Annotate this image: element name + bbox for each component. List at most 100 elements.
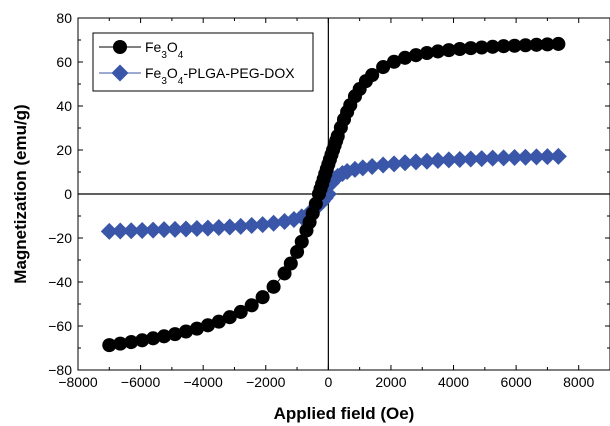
data-point-circle [529,37,544,52]
data-point-diamond [265,214,283,232]
legend-box [92,32,314,92]
y-axis-title: Magnetization (emu/g) [11,104,30,283]
data-point-circle [419,45,434,61]
y-tick-label: −80 [48,362,72,378]
data-point-diamond [396,154,414,172]
x-tick-label: 0 [324,374,332,390]
y-tick-label: −60 [48,318,72,334]
data-point-diamond [122,222,140,240]
data-point-circle [496,39,511,54]
data-point-diamond [374,156,392,174]
data-point-circle [124,335,139,350]
legend-marker-diamond [111,64,129,82]
data-point-diamond [407,153,425,171]
data-point-circle [408,48,424,63]
data-point-circle [189,321,204,336]
x-tick-label: 2000 [375,374,406,390]
data-point-circle [102,338,117,353]
data-point-diamond [254,216,272,234]
axis-ticks [77,17,610,371]
legend-label: Fe3O4-PLGA-PEG-DOX [145,65,295,87]
data-point-diamond [462,150,480,168]
data-point-diamond [418,152,436,170]
data-point-diamond [133,222,151,240]
data-point-circle [294,234,309,249]
x-tick-label: −6000 [121,374,161,390]
data-point-diamond [440,151,458,169]
data-point-circle [200,318,215,333]
series-0 [102,36,566,353]
x-tick-label: −4000 [184,374,224,390]
data-point-diamond [527,148,545,166]
legend-entry: Fe3O4-PLGA-PEG-DOX [99,64,295,87]
data-point-circle [167,327,183,342]
y-tick-label: 80 [56,10,72,26]
data-point-diamond [210,218,228,236]
data-point-diamond [199,219,217,237]
data-point-diamond [429,152,447,170]
data-point-diamond [188,220,206,238]
data-point-diamond [177,220,195,238]
data-point-circle [157,329,172,344]
data-point-circle [283,256,298,271]
legend-label: Fe3O4 [145,39,184,61]
data-point-circle [518,38,533,53]
data-point-diamond [166,220,184,238]
data-point-circle [244,298,259,313]
x-tick-label: −2000 [246,374,286,390]
legend: Fe3O4 Fe3O4-PLGA-PEG-DOX [92,32,314,92]
y-tick-label: 40 [56,98,72,114]
data-point-circle [485,39,500,54]
y-tick-label: 0 [64,186,72,202]
data-point-circle [474,40,489,55]
data-point-diamond [517,148,535,166]
y-tick-label: −20 [48,230,72,246]
y-tick-label: −40 [48,274,72,290]
data-point-diamond [385,155,403,173]
legend-entry: Fe3O4 [99,39,184,61]
data-point-circle [146,331,161,346]
data-point-diamond [538,148,556,166]
legend-marker-circle [112,39,128,55]
data-point-circle [441,43,456,58]
data-point-circle [211,314,226,329]
data-point-circle [178,324,193,339]
data-point-diamond [484,149,502,167]
data-series [100,36,567,353]
data-point-diamond [100,222,118,240]
data-point-diamond [155,221,173,239]
data-point-circle [430,44,445,59]
data-point-diamond [144,221,162,239]
data-point-diamond [495,149,513,167]
data-point-circle [452,41,467,57]
data-point-diamond [451,150,469,168]
x-tick-label: 8000 [563,374,594,390]
x-tick-label: −8000 [58,374,98,390]
data-point-circle [365,67,380,83]
data-point-diamond [232,217,250,235]
data-point-diamond [221,218,239,236]
data-point-circle [551,36,566,51]
data-point-diamond [549,147,567,165]
data-point-circle [233,304,248,319]
data-point-circle [463,41,478,56]
x-tick-label: 4000 [438,374,469,390]
data-point-diamond [506,148,524,166]
data-point-diamond [363,158,381,175]
data-point-circle [376,60,391,75]
data-point-circle [266,279,281,294]
data-point-diamond [111,222,129,240]
x-tick-label: 6000 [501,374,532,390]
data-point-circle [387,54,402,69]
data-point-diamond [473,150,491,168]
y-tick-label: 20 [56,142,72,158]
data-point-circle [255,290,270,305]
data-point-circle [135,333,150,348]
data-point-circle [540,37,555,52]
data-point-circle [113,336,128,351]
data-point-circle [222,310,237,325]
y-tick-label: 60 [56,54,72,70]
x-axis-title: Applied field (Oe) [274,404,415,423]
data-point-circle [507,38,522,53]
